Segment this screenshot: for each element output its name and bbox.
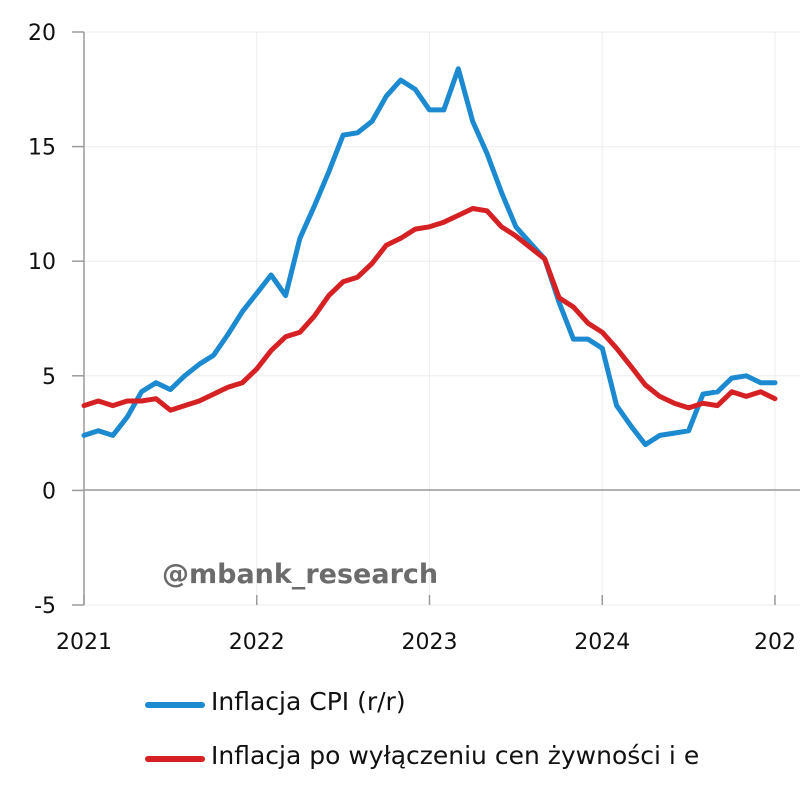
x-tick-label: 2023 [402, 630, 458, 655]
legend-label-cpi: Inflacja CPI (r/r) [211, 687, 406, 716]
x-tick-label: 2021 [56, 630, 112, 655]
series-line-core [81, 206, 778, 413]
axes [83, 32, 800, 605]
y-tick-label: 15 [28, 136, 56, 161]
x-tick-label: 2024 [574, 630, 630, 655]
y-tick-label: 5 [42, 365, 56, 390]
series-line-cpi [81, 66, 778, 448]
gridlines [83, 31, 800, 606]
series-lines [81, 66, 778, 448]
y-tick-label: 0 [42, 479, 56, 504]
y-tick-label: -5 [34, 594, 56, 619]
legend-label-core: Inflacja po wyłączeniu cen żywności i e [211, 741, 700, 770]
watermark-text: @mbank_research [162, 559, 438, 590]
legend-swatch-cpi [145, 702, 205, 708]
legend-swatch-core [145, 756, 205, 762]
y-tick-label: 20 [28, 21, 56, 46]
x-tick-label: 2022 [229, 630, 285, 655]
axis-ticks: -5 0 5 10 15 20 2021 2022 2023 2024 202 [28, 21, 796, 655]
y-tick-label: 10 [28, 250, 56, 275]
x-tick-label: 202 [754, 630, 796, 655]
